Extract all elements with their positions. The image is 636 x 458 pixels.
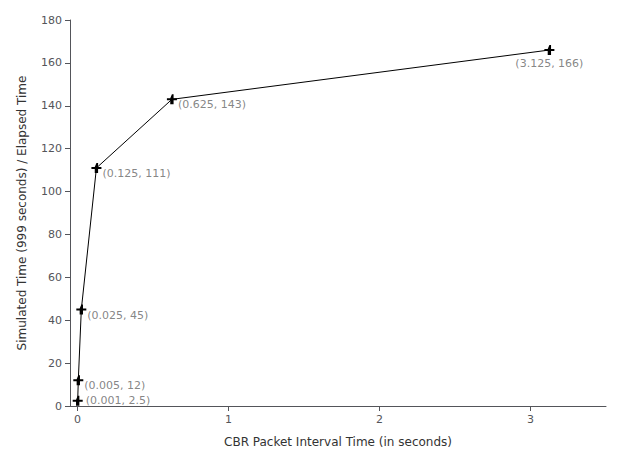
- svg-text:40: 40: [48, 314, 62, 327]
- svg-text:180: 180: [41, 14, 62, 27]
- svg-text:120: 120: [41, 142, 62, 155]
- svg-text:(3.125, 166): (3.125, 166): [515, 57, 583, 70]
- svg-text:0: 0: [74, 413, 81, 426]
- svg-text:Simulated Time (999 seconds) /: Simulated Time (999 seconds) / Elapsed T…: [15, 76, 29, 351]
- svg-text:100: 100: [41, 185, 62, 198]
- svg-text:(0.001, 2.5): (0.001, 2.5): [86, 394, 151, 407]
- svg-text:0: 0: [55, 400, 62, 413]
- svg-text:(0.005, 12): (0.005, 12): [84, 379, 145, 392]
- svg-text:2: 2: [376, 413, 383, 426]
- svg-text:80: 80: [48, 228, 62, 241]
- svg-text:(0.025, 45): (0.025, 45): [87, 309, 148, 322]
- svg-text:(0.625, 143): (0.625, 143): [178, 98, 246, 111]
- svg-text:140: 140: [41, 99, 62, 112]
- svg-text:3: 3: [527, 413, 534, 426]
- svg-text:CBR Packet Interval Time (in s: CBR Packet Interval Time (in seconds): [224, 435, 452, 449]
- svg-text:160: 160: [41, 56, 62, 69]
- svg-text:1: 1: [225, 413, 232, 426]
- svg-text:60: 60: [48, 271, 62, 284]
- svg-text:20: 20: [48, 357, 62, 370]
- svg-text:(0.125, 111): (0.125, 111): [102, 167, 170, 180]
